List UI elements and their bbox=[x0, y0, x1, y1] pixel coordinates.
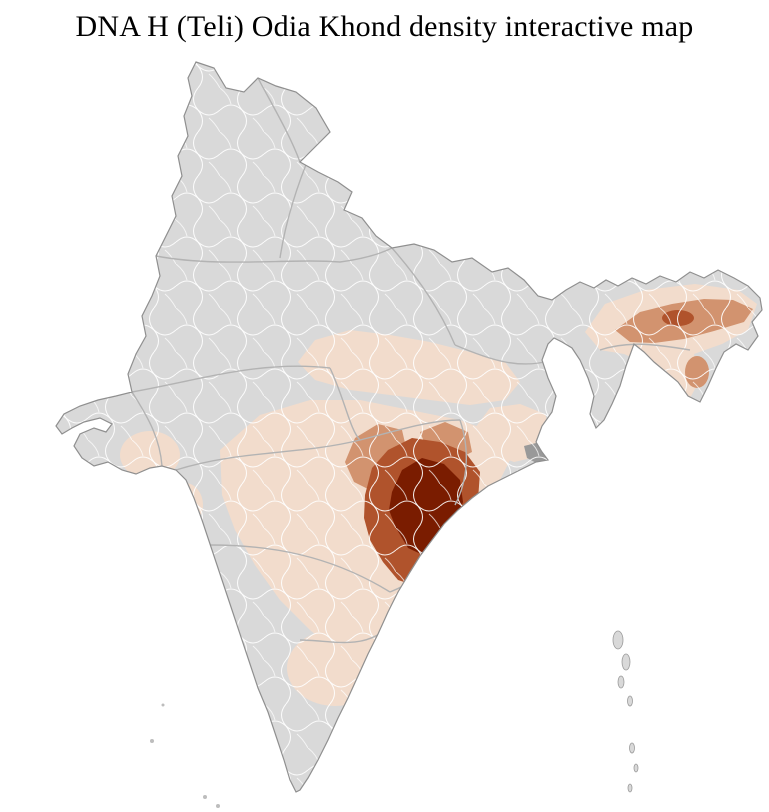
state-borders bbox=[131, 77, 691, 644]
district-borders-texture bbox=[56, 62, 762, 792]
lakshadweep-islands bbox=[150, 703, 220, 808]
andaman-nicobar-islands bbox=[612, 630, 639, 793]
density-layers bbox=[56, 62, 762, 792]
page-title: DNA H (Teli) Odia Khond density interact… bbox=[75, 10, 694, 43]
india-outline bbox=[55, 61, 763, 793]
